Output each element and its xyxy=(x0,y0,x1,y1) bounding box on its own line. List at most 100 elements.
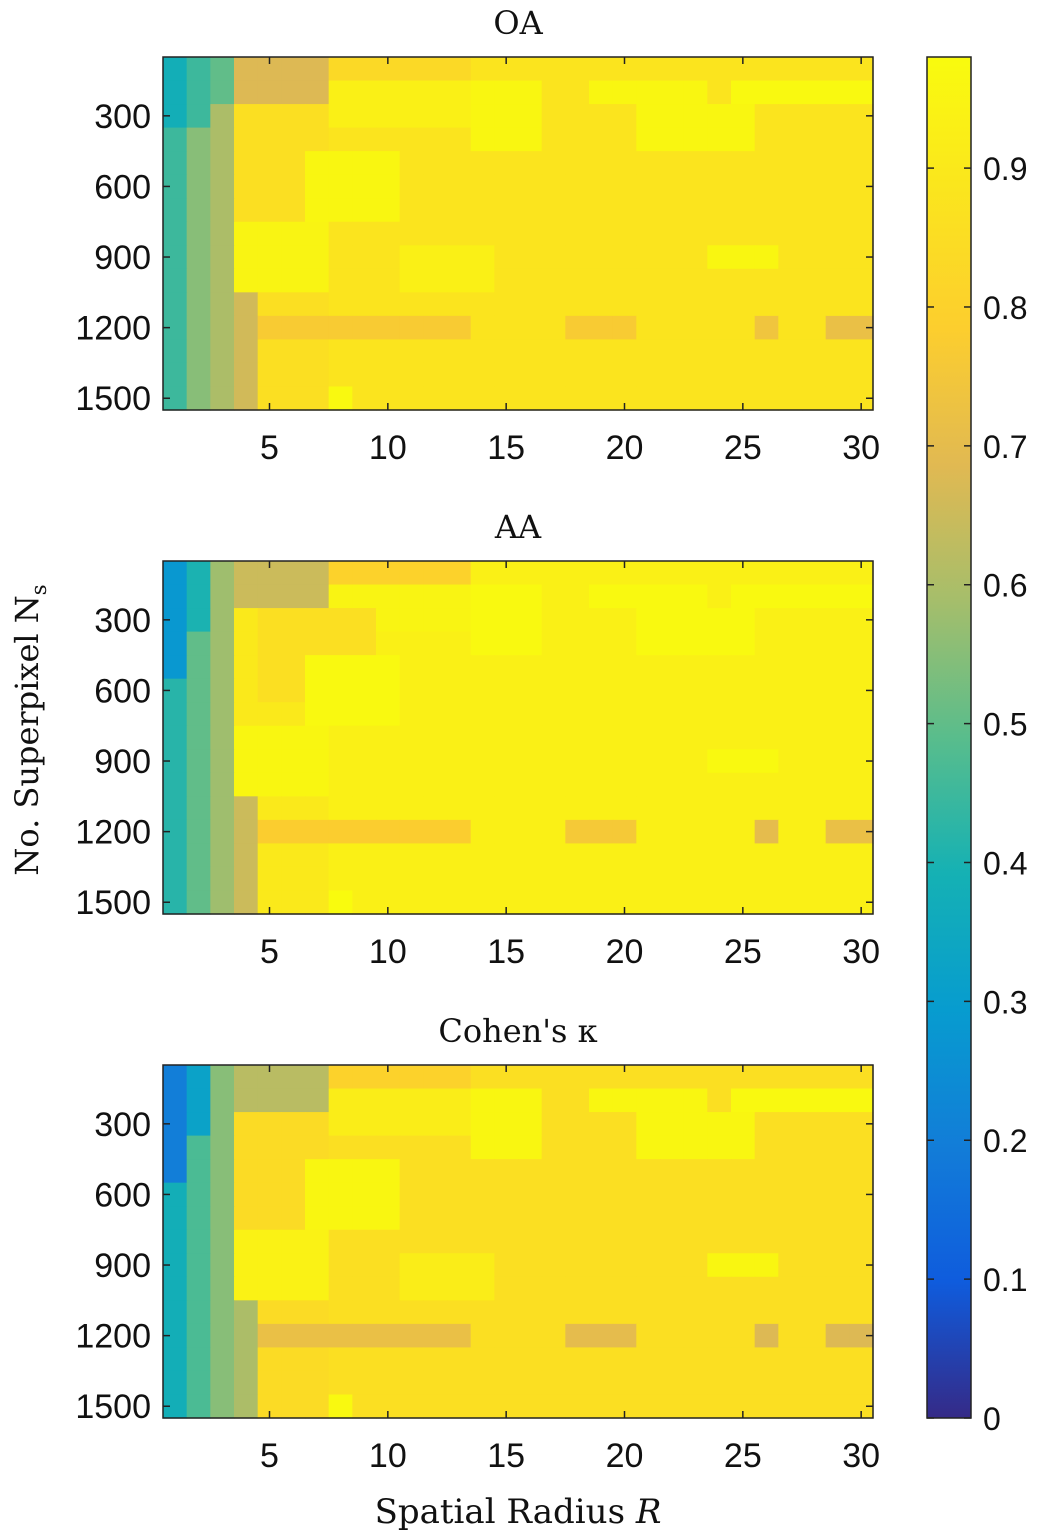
heatmap-cell xyxy=(210,1276,235,1301)
heatmap-cell xyxy=(683,339,708,364)
heatmap-cell xyxy=(281,127,306,152)
heatmap-cell xyxy=(707,1370,732,1396)
heatmap-cell xyxy=(186,1229,211,1254)
heatmap-cell xyxy=(423,702,448,727)
heatmap-cell xyxy=(494,702,519,727)
heatmap-cell xyxy=(565,1300,590,1325)
heatmap-cell xyxy=(612,174,637,199)
heatmap-cell xyxy=(707,608,732,633)
heatmap-cell xyxy=(825,1088,850,1113)
heatmap-cell xyxy=(731,819,756,844)
heatmap-cell xyxy=(660,221,685,246)
heatmap-cell xyxy=(281,315,306,340)
heatmap-cell xyxy=(494,1323,519,1348)
heatmap-cell xyxy=(541,725,566,750)
heatmap-cell xyxy=(399,725,424,750)
heatmap-cell xyxy=(376,292,401,317)
heatmap-cell xyxy=(210,292,235,317)
heatmap-cell xyxy=(636,268,661,293)
heatmap-cell xyxy=(281,198,306,223)
heatmap-cell xyxy=(186,1112,211,1137)
heatmap-cell xyxy=(636,1159,661,1184)
heatmap-cell xyxy=(636,796,661,821)
heatmap-cell xyxy=(352,1229,377,1254)
heatmap-cell xyxy=(494,631,519,656)
heatmap-cell xyxy=(281,268,306,293)
heatmap-cell xyxy=(589,1135,614,1160)
heatmap-cell xyxy=(660,1065,685,1090)
heatmap-cell xyxy=(494,1135,519,1160)
heatmap-cell xyxy=(802,843,827,868)
heatmap-cell xyxy=(565,561,590,586)
heatmap-cell xyxy=(257,339,282,364)
heatmap-cell xyxy=(210,1135,235,1160)
heatmap-cell xyxy=(565,57,590,82)
heatmap-cell xyxy=(186,151,211,176)
heatmap-cell xyxy=(636,174,661,199)
x-tick-label: 20 xyxy=(606,933,644,971)
heatmap-cell xyxy=(636,1065,661,1090)
heatmap-cell xyxy=(541,221,566,246)
heatmap-cell xyxy=(163,127,188,152)
y-axis-label-subscript: s xyxy=(27,584,51,595)
heatmap-cell xyxy=(541,1088,566,1113)
heatmap-cell xyxy=(328,890,353,915)
heatmap-cell xyxy=(257,315,282,340)
heatmap-cell xyxy=(234,1276,259,1301)
heatmap-cell xyxy=(376,631,401,656)
heatmap-cell xyxy=(565,1394,590,1419)
x-tick-label: 10 xyxy=(369,933,407,971)
heatmap-cell xyxy=(352,1182,377,1207)
heatmap-cell xyxy=(825,772,850,797)
heatmap-cell xyxy=(731,1159,756,1184)
heatmap-cell xyxy=(518,151,543,176)
heatmap-cell xyxy=(376,151,401,176)
heatmap-cell xyxy=(825,315,850,340)
heatmap-cell xyxy=(470,245,495,270)
heatmap-cell xyxy=(163,198,188,223)
heatmap-cell xyxy=(565,339,590,364)
heatmap-cell xyxy=(470,702,495,727)
heatmap-cell xyxy=(683,1112,708,1137)
heatmap-cell xyxy=(423,104,448,129)
heatmap-cell xyxy=(731,843,756,868)
heatmap-cell xyxy=(778,843,803,868)
heatmap-cell xyxy=(612,1253,637,1278)
heatmap-cell xyxy=(399,631,424,656)
heatmap-cell xyxy=(754,292,779,317)
heatmap-cell xyxy=(305,1229,330,1254)
heatmap-cell xyxy=(376,655,401,680)
heatmap-cell xyxy=(754,725,779,750)
heatmap-cell xyxy=(707,127,732,152)
heatmap-cell xyxy=(470,80,495,105)
heatmap-cell xyxy=(802,1323,827,1348)
heatmap-cell xyxy=(423,866,448,892)
heatmap-cell xyxy=(636,362,661,388)
heatmap-cell xyxy=(234,1394,259,1419)
heatmap-cell xyxy=(636,561,661,586)
heatmap-cell xyxy=(494,584,519,609)
heatmap-cell xyxy=(423,315,448,340)
heatmap-cell xyxy=(257,80,282,105)
heatmap-cell xyxy=(234,362,259,388)
heatmap-cell xyxy=(376,1159,401,1184)
heatmap-cell xyxy=(589,245,614,270)
heatmap-cell xyxy=(683,631,708,656)
heatmap-cell xyxy=(163,1347,188,1372)
y-tick-label: 600 xyxy=(94,672,151,710)
heatmap-cell xyxy=(707,772,732,797)
heatmap-cell xyxy=(778,1394,803,1419)
heatmap-cell xyxy=(305,315,330,340)
heatmap-cell xyxy=(802,796,827,821)
heatmap-cell xyxy=(802,749,827,774)
heatmap-cell xyxy=(636,1370,661,1396)
heatmap-cell xyxy=(565,772,590,797)
heatmap-cell xyxy=(660,843,685,868)
heatmap-cell xyxy=(186,1394,211,1419)
heatmap-cell xyxy=(660,890,685,915)
heatmap-cell xyxy=(731,127,756,152)
heatmap-cell xyxy=(636,843,661,868)
heatmap-cell xyxy=(234,819,259,844)
heatmap-cell xyxy=(423,80,448,105)
y-tick-label: 900 xyxy=(94,1247,151,1285)
